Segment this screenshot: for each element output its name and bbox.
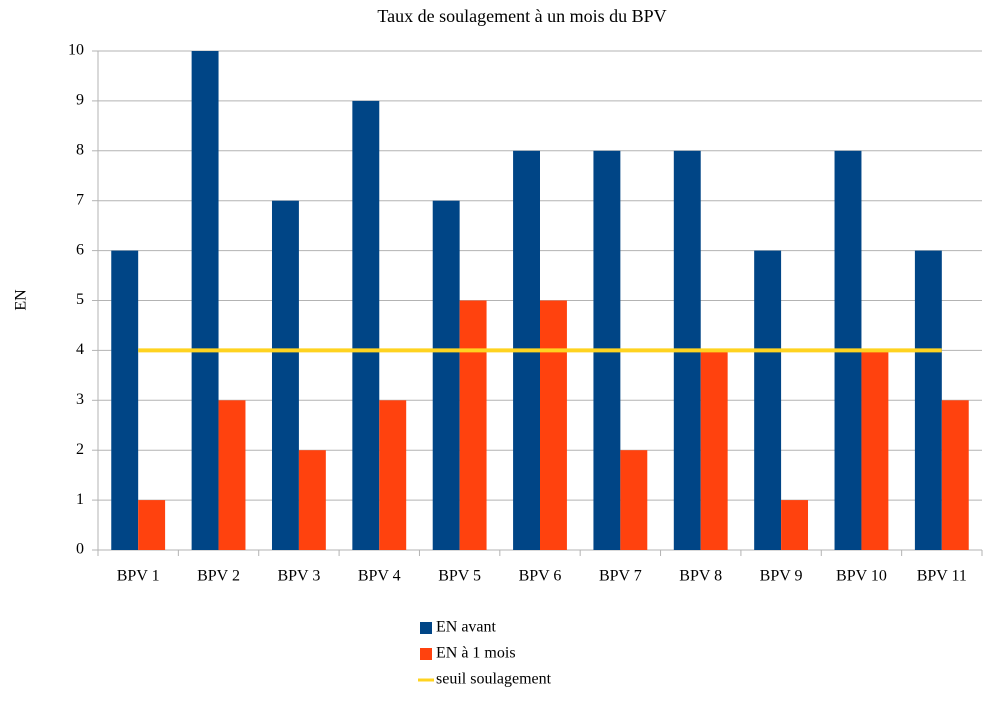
y-tick-label: 6 <box>76 241 84 258</box>
bar <box>540 300 567 550</box>
y-tick-label: 2 <box>76 441 84 458</box>
bar <box>191 51 219 550</box>
y-tick-label: 8 <box>76 141 84 158</box>
bar <box>781 500 809 550</box>
legend-label: seuil soulagement <box>436 671 552 688</box>
bar <box>379 400 407 550</box>
y-axis-label: EN <box>13 289 30 311</box>
y-tick-label: 9 <box>76 92 84 109</box>
x-tick-label: BPV 6 <box>519 568 562 585</box>
legend-label: EN à 1 mois <box>436 645 516 662</box>
bar <box>861 350 889 550</box>
bar <box>914 250 942 550</box>
y-tick-label: 5 <box>76 291 84 308</box>
legend-label: EN avant <box>436 619 497 636</box>
x-tick-label: BPV 9 <box>760 568 803 585</box>
bar <box>432 200 460 550</box>
y-tick-label: 10 <box>68 42 84 59</box>
bar <box>754 250 782 550</box>
chart-title: Taux de soulagement à un mois du BPV <box>377 6 666 26</box>
y-tick-label: 3 <box>76 391 84 408</box>
x-tick-label: BPV 7 <box>599 568 642 585</box>
bar <box>218 400 246 550</box>
legend-swatch <box>420 648 432 660</box>
bar <box>298 450 326 550</box>
y-tick-label: 7 <box>76 191 84 208</box>
y-tick-label: 0 <box>76 541 84 558</box>
y-tick-label: 1 <box>76 491 84 508</box>
bar <box>271 200 299 550</box>
x-tick-label: BPV 2 <box>197 568 240 585</box>
x-tick-label: BPV 10 <box>836 568 887 585</box>
x-tick-label: BPV 11 <box>917 568 967 585</box>
y-tick-label: 4 <box>76 341 84 358</box>
x-tick-label: BPV 3 <box>277 568 320 585</box>
bar <box>941 400 969 550</box>
x-tick-label: BPV 1 <box>117 568 160 585</box>
bar <box>352 100 380 551</box>
x-tick-label: BPV 4 <box>358 568 401 585</box>
bar <box>700 350 728 550</box>
legend-swatch <box>420 622 432 634</box>
bar <box>459 300 487 550</box>
bar <box>138 500 166 550</box>
x-tick-label: BPV 5 <box>438 568 481 585</box>
bar <box>620 450 648 550</box>
bar <box>111 250 139 550</box>
x-tick-label: BPV 8 <box>679 568 722 585</box>
